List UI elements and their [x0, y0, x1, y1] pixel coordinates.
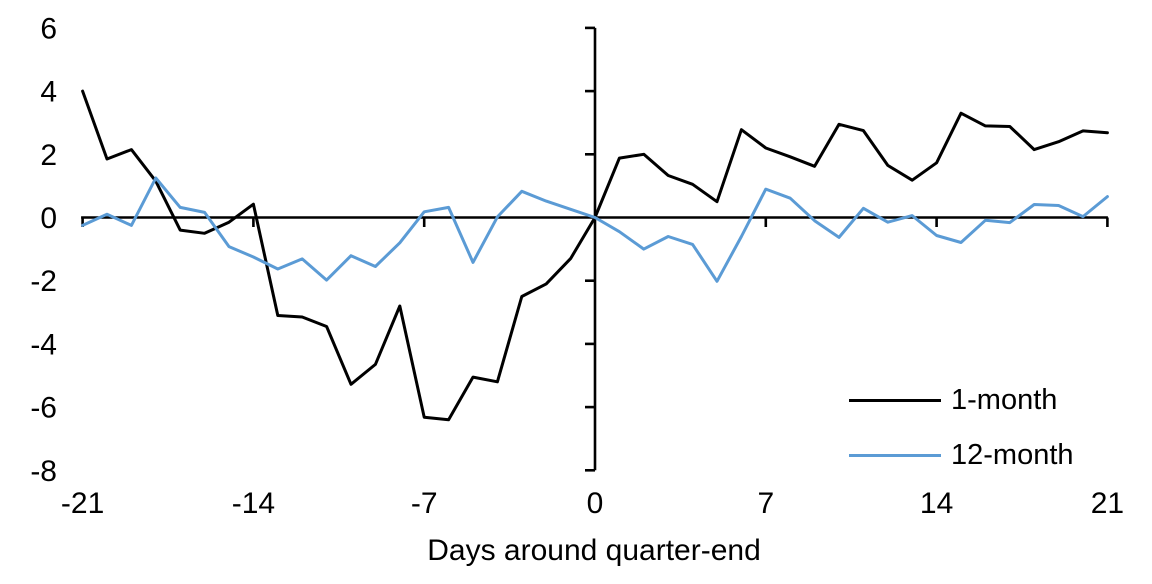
y-tick-label: -2 — [30, 265, 57, 298]
x-axis-title: Days around quarter-end — [427, 534, 761, 567]
x-tick-label: -7 — [411, 487, 438, 520]
x-tick-label: -21 — [61, 487, 104, 520]
legend-label-12-month: 12-month — [951, 439, 1074, 471]
y-tick-label: 4 — [40, 76, 57, 109]
y-tick-label: -4 — [30, 328, 57, 361]
x-tick-label: 0 — [587, 487, 604, 520]
legend-line-12-month — [849, 453, 941, 457]
legend: 1-month 12-month — [849, 384, 1149, 471]
x-tick-label: 21 — [1091, 487, 1124, 520]
y-tick-label: -8 — [30, 455, 57, 488]
x-tick-label: -14 — [232, 487, 275, 520]
legend-line-1-month — [849, 398, 941, 402]
legend-item-1-month: 1-month — [849, 384, 1149, 416]
series-line-12-month — [81, 176, 1109, 283]
x-tick-label: 14 — [920, 487, 953, 520]
y-tick-label: 6 — [40, 12, 57, 45]
legend-label-1-month: 1-month — [951, 384, 1058, 416]
y-tick-label: -6 — [30, 392, 57, 425]
legend-item-12-month: 12-month — [849, 439, 1149, 471]
x-tick-label: 7 — [757, 487, 774, 520]
y-tick-label: 0 — [40, 202, 57, 235]
y-tick-label: 2 — [40, 139, 57, 172]
